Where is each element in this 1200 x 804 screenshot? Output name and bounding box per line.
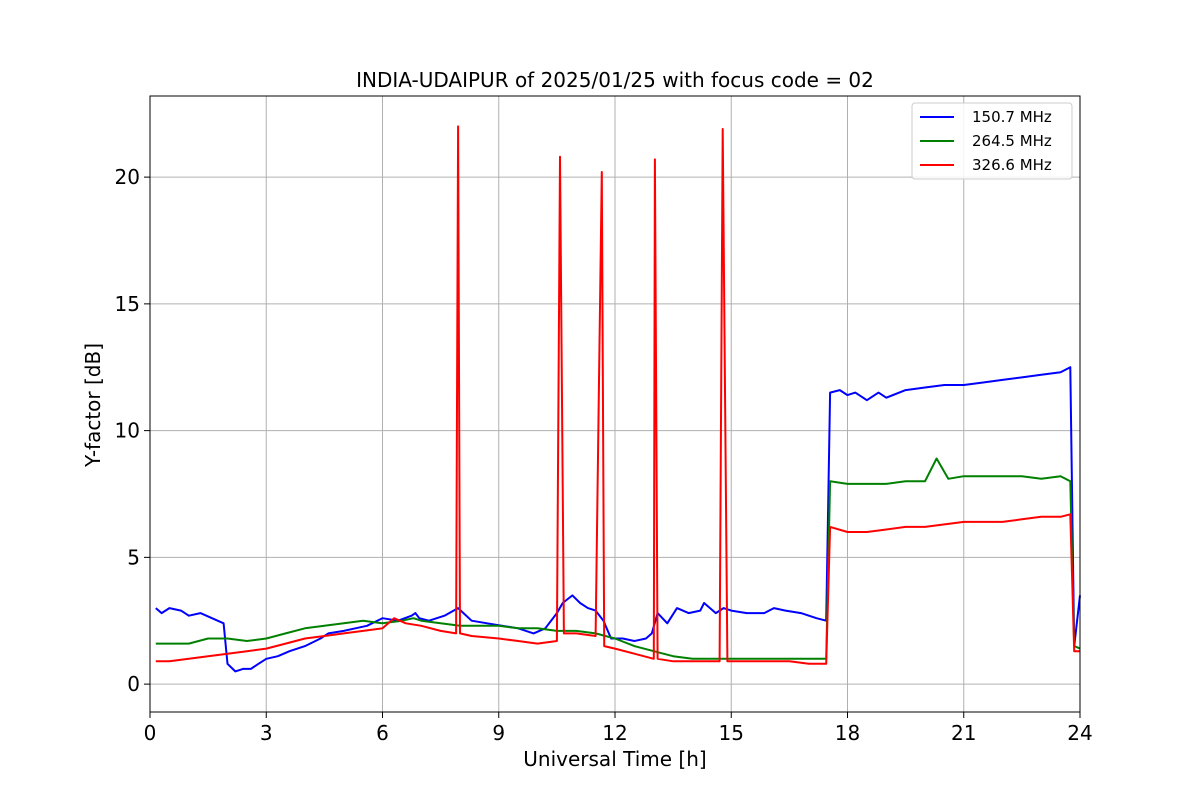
x-axis-label: Universal Time [h] [523, 747, 706, 771]
legend: 150.7 MHz 264.5 MHz 326.6 MHz [911, 102, 1073, 180]
x-tick-label: 12 [602, 721, 627, 745]
y-tick-label: 10 [115, 419, 140, 443]
x-tick-label: 3 [260, 721, 273, 745]
x-tick-label: 18 [835, 721, 860, 745]
legend-box [911, 102, 1073, 180]
x-tick-label: 6 [376, 721, 389, 745]
y-tick-label: 15 [115, 292, 140, 316]
y-axis-label: Y-factor [dB] [81, 343, 105, 468]
legend-label-264-5: 264.5 MHz [972, 132, 1052, 150]
x-tick-label: 9 [492, 721, 505, 745]
x-tick-label: 24 [1067, 721, 1092, 745]
axis-ticks: 0 3 6 9 12 15 18 21 24 0 5 10 15 20 [115, 165, 1093, 745]
series-line-264-5-mhz [155, 457, 1081, 660]
y-tick-label: 20 [115, 165, 140, 189]
legend-label-150-7: 150.7 MHz [972, 108, 1052, 126]
legend-label-326-6: 326.6 MHz [972, 156, 1052, 174]
series-lines [155, 125, 1081, 673]
series-line-326-6-mhz [155, 125, 1080, 665]
y-tick-label: 0 [127, 672, 140, 696]
x-tick-label: 0 [144, 721, 157, 745]
x-tick-label: 21 [951, 721, 976, 745]
chart-title: INDIA-UDAIPUR of 2025/01/25 with focus c… [356, 68, 874, 92]
x-tick-label: 15 [719, 721, 744, 745]
y-tick-label: 5 [127, 545, 140, 569]
